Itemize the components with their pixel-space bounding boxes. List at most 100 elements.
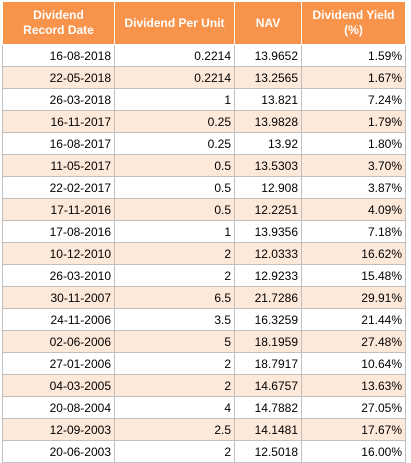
cell-record-date: 22-02-2017 (2, 176, 115, 199)
cell-dividend-per-unit: 2.5 (114, 418, 235, 441)
cell-dividend-yield: 4.09% (301, 198, 406, 221)
cell-dividend-yield: 17.67% (301, 418, 406, 441)
cell-nav: 13.9652 (234, 44, 302, 67)
cell-dividend-per-unit: 1 (114, 220, 235, 243)
cell-dividend-yield: 27.48% (301, 330, 406, 353)
cell-nav: 21.7286 (234, 286, 302, 309)
cell-record-date: 24-11-2006 (2, 308, 115, 331)
table-row: 17-11-2016 0.5 12.2251 4.09% (2, 198, 406, 221)
cell-nav: 18.7917 (234, 352, 302, 375)
cell-dividend-yield: 7.18% (301, 220, 406, 243)
table-header: Dividend Record Date Dividend Per Unit N… (2, 1, 406, 45)
table-row: 02-06-2006 5 18.1959 27.48% (2, 330, 406, 353)
cell-dividend-per-unit: 0.25 (114, 132, 235, 155)
cell-nav: 13.92 (234, 132, 302, 155)
table-row: 26-03-2010 2 12.9233 15.48% (2, 264, 406, 287)
cell-dividend-per-unit: 0.25 (114, 110, 235, 133)
cell-dividend-per-unit: 4 (114, 396, 235, 419)
header-dividend-per-unit: Dividend Per Unit (114, 1, 235, 45)
cell-dividend-yield: 10.64% (301, 352, 406, 375)
cell-dividend-per-unit: 3.5 (114, 308, 235, 331)
header-record-date: Dividend Record Date (2, 1, 115, 45)
table-row: 16-11-2017 0.25 13.9828 1.79% (2, 110, 406, 133)
table-row: 27-01-2006 2 18.7917 10.64% (2, 352, 406, 375)
header-dividend-yield: Dividend Yield (%) (301, 1, 406, 45)
cell-record-date: 20-08-2004 (2, 396, 115, 419)
cell-dividend-per-unit: 2 (114, 440, 235, 463)
cell-record-date: 02-06-2006 (2, 330, 115, 353)
table-row: 30-11-2007 6.5 21.7286 29.91% (2, 286, 406, 309)
cell-dividend-yield: 1.67% (301, 66, 406, 89)
table-row: 11-05-2017 0.5 13.5303 3.70% (2, 154, 406, 177)
table-body: 16-08-2018 0.2214 13.9652 1.59% 22-05-2018 0.… (2, 44, 406, 463)
cell-record-date: 12-09-2003 (2, 418, 115, 441)
cell-dividend-yield: 13.63% (301, 374, 406, 397)
cell-record-date: 20-06-2003 (2, 440, 115, 463)
table-row: 17-08-2016 1 13.9356 7.18% (2, 220, 406, 243)
cell-record-date: 16-11-2017 (2, 110, 115, 133)
cell-record-date: 16-08-2017 (2, 132, 115, 155)
cell-dividend-per-unit: 0.5 (114, 198, 235, 221)
cell-dividend-yield: 29.91% (301, 286, 406, 309)
cell-record-date: 26-03-2010 (2, 264, 115, 287)
cell-dividend-per-unit: 5 (114, 330, 235, 353)
cell-record-date: 30-11-2007 (2, 286, 115, 309)
cell-dividend-yield: 3.87% (301, 176, 406, 199)
table-row: 20-08-2004 4 14.7882 27.05% (2, 396, 406, 419)
cell-nav: 13.5303 (234, 154, 302, 177)
cell-dividend-per-unit: 2 (114, 352, 235, 375)
cell-record-date: 27-01-2006 (2, 352, 115, 375)
cell-dividend-yield: 1.80% (301, 132, 406, 155)
cell-record-date: 11-05-2017 (2, 154, 115, 177)
cell-dividend-per-unit: 6.5 (114, 286, 235, 309)
header-nav: NAV (234, 1, 302, 45)
cell-dividend-yield: 1.79% (301, 110, 406, 133)
cell-nav: 13.9828 (234, 110, 302, 133)
cell-record-date: 16-08-2018 (2, 44, 115, 67)
cell-nav: 18.1959 (234, 330, 302, 353)
cell-nav: 16.3259 (234, 308, 302, 331)
cell-dividend-yield: 7.24% (301, 88, 406, 111)
cell-nav: 14.1481 (234, 418, 302, 441)
cell-nav: 14.6757 (234, 374, 302, 397)
table-row: 26-03-2018 1 13.821 7.24% (2, 88, 406, 111)
cell-record-date: 04-03-2005 (2, 374, 115, 397)
cell-dividend-yield: 3.70% (301, 154, 406, 177)
cell-dividend-per-unit: 2 (114, 242, 235, 265)
cell-record-date: 22-05-2018 (2, 66, 115, 89)
header-row: Dividend Record Date Dividend Per Unit N… (2, 1, 406, 45)
table-row: 22-02-2017 0.5 12.908 3.87% (2, 176, 406, 199)
cell-dividend-per-unit: 0.5 (114, 154, 235, 177)
table-row: 22-05-2018 0.2214 13.2565 1.67% (2, 66, 406, 89)
cell-dividend-per-unit: 2 (114, 264, 235, 287)
cell-nav: 13.821 (234, 88, 302, 111)
table-row: 16-08-2018 0.2214 13.9652 1.59% (2, 44, 406, 67)
cell-dividend-per-unit: 0.5 (114, 176, 235, 199)
table-row: 12-09-2003 2.5 14.1481 17.67% (2, 418, 406, 441)
cell-dividend-yield: 15.48% (301, 264, 406, 287)
cell-nav: 12.0333 (234, 242, 302, 265)
cell-dividend-per-unit: 2 (114, 374, 235, 397)
cell-nav: 12.5018 (234, 440, 302, 463)
cell-nav: 12.9233 (234, 264, 302, 287)
table-row: 10-12-2010 2 12.0333 16.62% (2, 242, 406, 265)
cell-dividend-yield: 27.05% (301, 396, 406, 419)
cell-record-date: 10-12-2010 (2, 242, 115, 265)
cell-nav: 13.2565 (234, 66, 302, 89)
cell-dividend-per-unit: 1 (114, 88, 235, 111)
table-row: 20-06-2003 2 12.5018 16.00% (2, 440, 406, 463)
cell-record-date: 17-08-2016 (2, 220, 115, 243)
cell-nav: 13.9356 (234, 220, 302, 243)
table-row: 24-11-2006 3.5 16.3259 21.44% (2, 308, 406, 331)
table-row: 16-08-2017 0.25 13.92 1.80% (2, 132, 406, 155)
cell-nav: 14.7882 (234, 396, 302, 419)
cell-nav: 12.908 (234, 176, 302, 199)
cell-dividend-yield: 1.59% (301, 44, 406, 67)
cell-record-date: 26-03-2018 (2, 88, 115, 111)
cell-nav: 12.2251 (234, 198, 302, 221)
cell-dividend-yield: 16.00% (301, 440, 406, 463)
cell-dividend-per-unit: 0.2214 (114, 44, 235, 67)
cell-dividend-yield: 16.62% (301, 242, 406, 265)
cell-record-date: 17-11-2016 (2, 198, 115, 221)
